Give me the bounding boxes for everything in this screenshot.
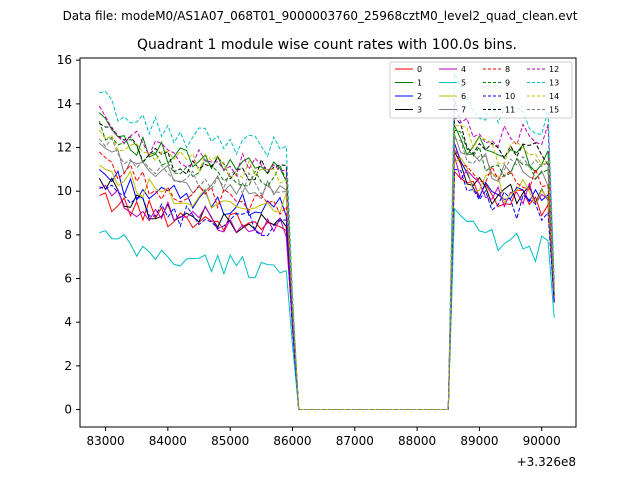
- series-line-12: [98, 99, 555, 410]
- y-tick-label: 0: [64, 403, 72, 417]
- x-offset-label: +3.326e8: [517, 455, 576, 469]
- x-tick-label: 88000: [398, 434, 436, 448]
- legend-label-5: 5: [461, 79, 466, 88]
- y-tick-label: 6: [64, 272, 72, 286]
- y-tick-label: 14: [57, 97, 72, 111]
- y-tick-label: 16: [57, 53, 72, 67]
- x-tick-label: 89000: [460, 434, 498, 448]
- legend-label-3: 3: [417, 106, 422, 115]
- series-line-4: [99, 156, 555, 410]
- x-tick-label: 85000: [211, 434, 249, 448]
- x-tick-label: 86000: [273, 434, 311, 448]
- series-line-0: [99, 170, 555, 410]
- legend-label-4: 4: [461, 65, 466, 74]
- legend-label-13: 13: [549, 79, 559, 88]
- legend-label-1: 1: [417, 79, 422, 88]
- series-line-13: [99, 73, 555, 410]
- x-tick-label: 83000: [86, 434, 124, 448]
- legend-label-11: 11: [505, 106, 515, 115]
- legend-label-9: 9: [505, 79, 510, 88]
- y-axis: 0 2 4 6 8 10 12 14 16: [57, 53, 80, 417]
- legend-label-8: 8: [505, 65, 510, 74]
- y-tick-label: 8: [64, 228, 72, 242]
- series-line-5: [99, 207, 555, 410]
- legend-label-6: 6: [461, 92, 466, 101]
- series-line-14: [98, 125, 555, 410]
- x-tick-label: 87000: [336, 434, 374, 448]
- x-tick-label: 84000: [149, 434, 187, 448]
- y-tick-label: 12: [57, 141, 72, 155]
- y-tick-label: 10: [57, 184, 72, 198]
- legend-label-0: 0: [417, 65, 422, 74]
- chart-suptitle: Data file: modeM0/AS1A07_068T01_90000037…: [63, 9, 578, 23]
- legend-label-7: 7: [461, 106, 466, 115]
- series-line-2: [98, 143, 555, 410]
- x-tick-label: 90000: [523, 434, 561, 448]
- legend-label-10: 10: [505, 92, 515, 101]
- series-line-15: [98, 137, 555, 410]
- legend-label-12: 12: [549, 65, 559, 74]
- series-line-9: [98, 121, 555, 410]
- legend-label-14: 14: [549, 92, 559, 101]
- y-tick-label: 2: [64, 359, 72, 373]
- x-axis: 83000 84000 85000 86000 87000 88000 89000 90000: [86, 427, 561, 448]
- series-line-10: [99, 168, 555, 410]
- chart-title: Quadrant 1 module wise count rates with …: [137, 37, 517, 53]
- legend-box: [389, 61, 573, 119]
- series-layer: [98, 73, 555, 410]
- plot-frame: [79, 57, 577, 428]
- legend-label-2: 2: [417, 92, 422, 101]
- series-line-6: [99, 157, 555, 410]
- y-tick-label: 4: [64, 315, 72, 329]
- legend-label-15: 15: [549, 106, 559, 115]
